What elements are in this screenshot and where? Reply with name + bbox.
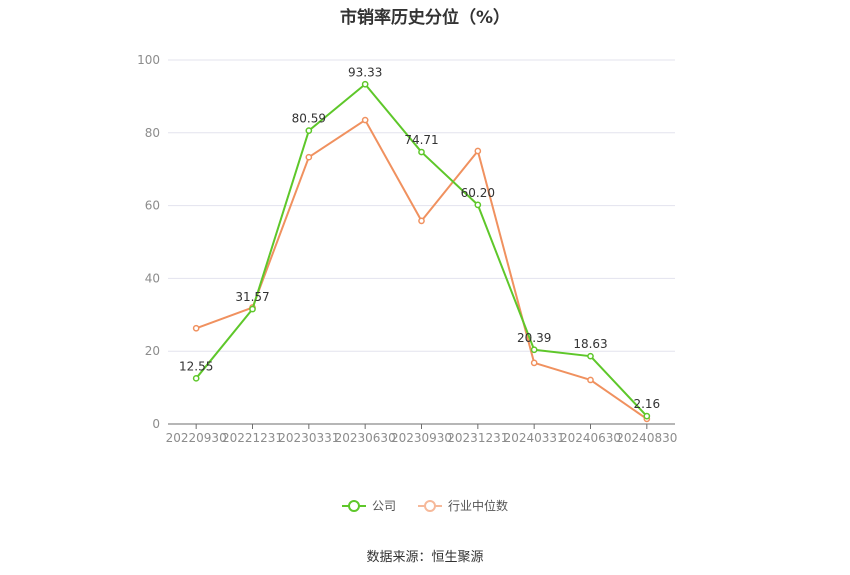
point-company — [361, 80, 369, 88]
legend-label-company: 公司 — [371, 499, 396, 513]
series-line-industry-median — [195, 119, 648, 420]
point-company — [305, 127, 313, 135]
point-company — [643, 412, 651, 420]
point-industry-median — [361, 116, 369, 124]
data-label-company: 93.33 — [348, 65, 382, 79]
legend-label-industry-median: 行业中位数 — [448, 499, 509, 513]
point-industry-median — [530, 359, 538, 367]
legend-swatch-company — [341, 499, 366, 512]
legend-item-company[interactable]: 公司 — [341, 497, 396, 514]
data-label-company: 18.63 — [573, 337, 607, 351]
x-tick-label: 20231231 — [447, 431, 508, 445]
legend-swatch-industry-median — [418, 499, 442, 512]
chart-title: 市销率历史分位（%） — [339, 8, 511, 28]
y-tick-label: 20 — [145, 344, 160, 358]
data-label-company: 74.71 — [404, 133, 438, 147]
point-industry-median — [587, 376, 594, 384]
x-tick-label: 20230630 — [335, 431, 396, 445]
data-source: 数据来源：恒生聚源 — [366, 550, 484, 565]
y-tick-label: 80 — [145, 126, 160, 140]
point-industry-median — [305, 153, 313, 161]
point-industry-median — [474, 147, 482, 155]
legend: 公司 行业中位数 — [0, 497, 850, 514]
point-company — [192, 374, 200, 382]
data-label-company: 20.39 — [517, 331, 551, 345]
legend-item-industry-median[interactable]: 行业中位数 — [418, 497, 508, 514]
y-tick-label: 100 — [137, 53, 160, 67]
point-company — [530, 346, 538, 354]
point-industry-median — [192, 324, 200, 332]
point-company — [587, 352, 594, 360]
x-tick-label: 20240830 — [616, 431, 677, 445]
x-tick-label: 20220930 — [166, 431, 227, 445]
point-company — [474, 201, 482, 209]
y-tick-label: 0 — [152, 417, 160, 431]
x-tick-label: 20230331 — [278, 431, 339, 445]
point-company — [418, 148, 425, 156]
point-industry-median — [418, 217, 425, 225]
data-label-company: 60.20 — [461, 186, 495, 200]
x-tick-label: 20230930 — [391, 431, 452, 445]
y-tick-label: 40 — [145, 271, 160, 285]
point-company — [249, 305, 256, 313]
x-tick-label: 20240630 — [560, 431, 621, 445]
x-tick-label: 20240331 — [504, 431, 565, 445]
data-label-company: 12.55 — [179, 359, 213, 373]
data-label-company: 2.16 — [633, 397, 660, 411]
data-label-company: 80.59 — [292, 112, 326, 126]
x-tick-label: 20221231 — [222, 431, 283, 445]
y-tick-label: 60 — [145, 199, 160, 213]
data-label-company: 31.57 — [235, 290, 269, 304]
